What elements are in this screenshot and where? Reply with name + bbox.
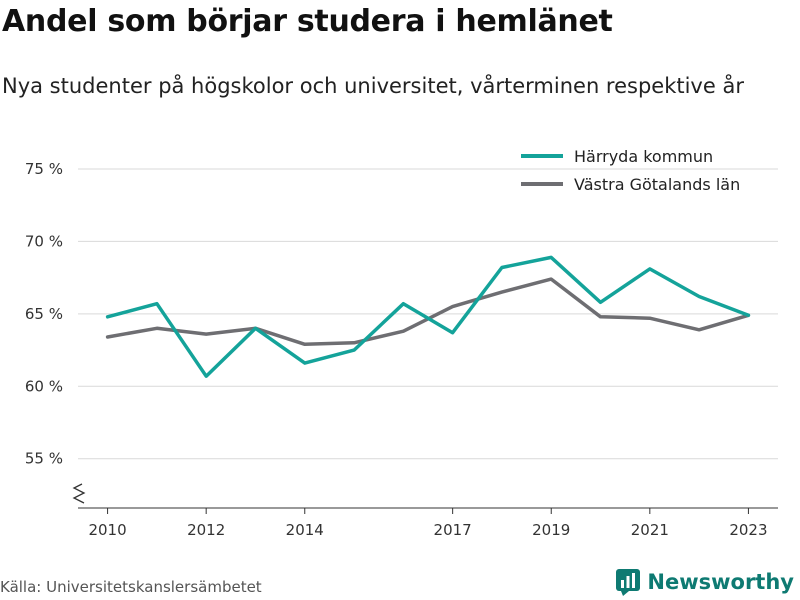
x-tick-label: 2023 — [729, 521, 767, 539]
legend: Härryda kommun Västra Götalands län — [521, 147, 740, 194]
y-tick-label: 70 % — [25, 232, 63, 250]
y-tick-label: 65 % — [25, 305, 63, 323]
axes: 55 % 60 % 65 % 70 % 75 % 2010 2012 2014 2017 2019… — [25, 160, 778, 539]
newsworthy-logo-icon — [616, 569, 641, 596]
series-lines — [105, 255, 751, 378]
y-tick-label: 55 % — [25, 450, 63, 468]
x-tick-label: 2010 — [88, 521, 126, 539]
y-tick-label: 60 % — [25, 377, 63, 395]
x-tick-label: 2014 — [286, 521, 324, 539]
x-tick-label: 2012 — [187, 521, 225, 539]
x-tick-label: 2017 — [434, 521, 472, 539]
source-note: Källa: Universitetskanslersämbetet — [0, 578, 262, 596]
brand[interactable]: Newsworthy — [615, 568, 794, 596]
legend-label: Härryda kommun — [574, 147, 713, 166]
gridlines — [78, 168, 778, 460]
series-line-2 — [105, 277, 751, 347]
axis-break-icon — [72, 483, 86, 504]
brand-name: Newsworthy — [647, 570, 794, 594]
series-line-1 — [105, 255, 751, 378]
x-tick-label: 2021 — [631, 521, 669, 539]
y-tick-label: 75 % — [25, 160, 63, 178]
chart-subtitle: Nya studenter på högskolor och universit… — [2, 74, 744, 98]
legend-label: Västra Götalands län — [574, 175, 740, 194]
chart-title: Andel som börjar studera i hemlänet — [2, 4, 613, 39]
x-tick-label: 2019 — [532, 521, 570, 539]
